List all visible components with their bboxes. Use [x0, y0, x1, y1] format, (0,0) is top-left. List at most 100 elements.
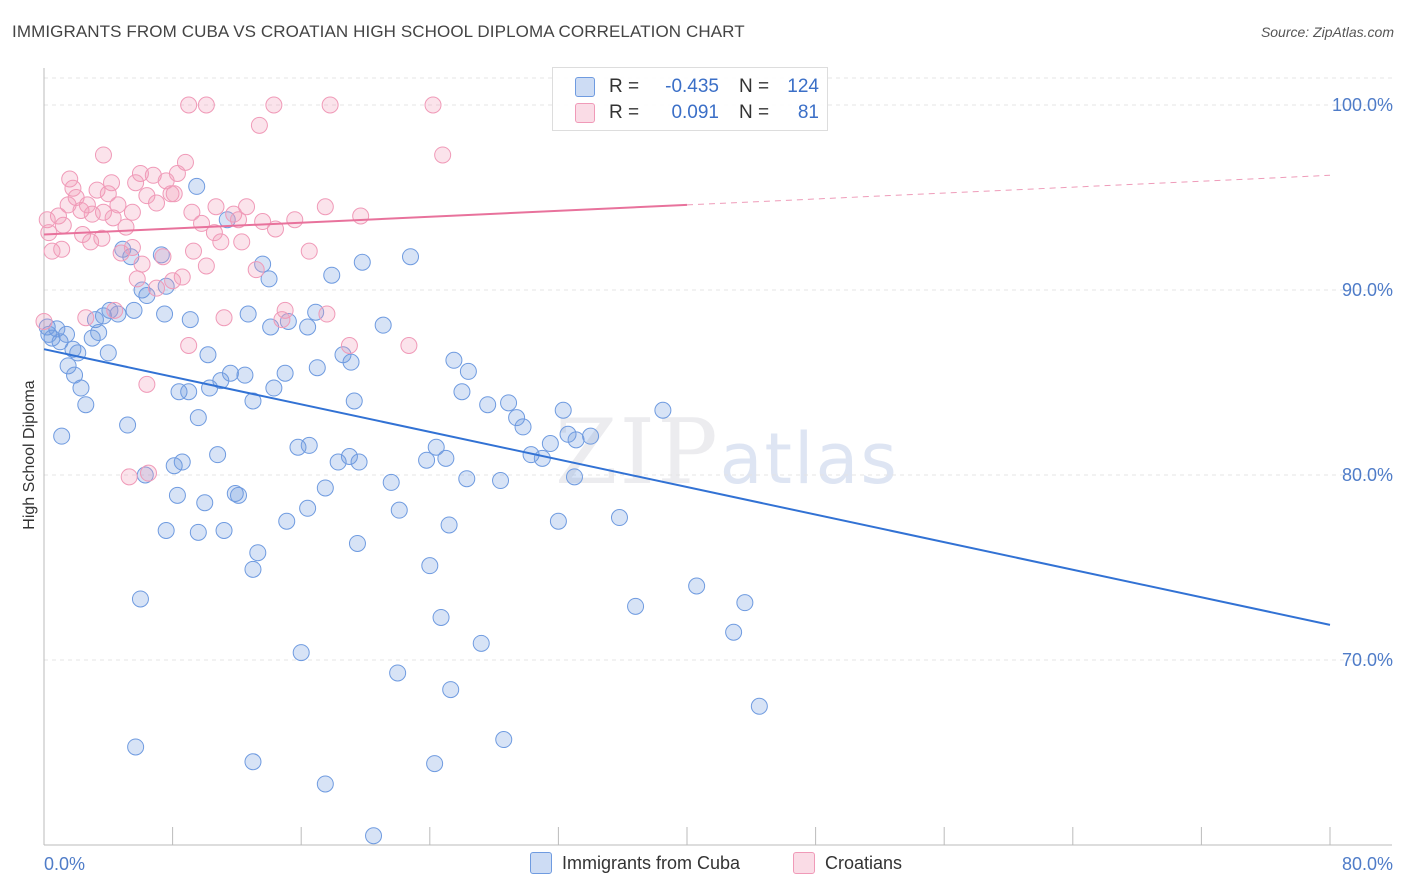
legend-item-croatians[interactable]: Croatians: [793, 852, 902, 874]
croatian-point: [197, 96, 215, 114]
cuba-point: [230, 486, 248, 504]
croatian-point: [93, 229, 111, 247]
cuba-point: [133, 281, 151, 299]
cuba-point: [750, 697, 768, 715]
cuba-point: [442, 681, 460, 699]
x-tick-label: 0.0%: [44, 854, 85, 874]
correlation-legend: R = -0.435 N = 124 R = 0.091 N = 81: [552, 67, 828, 131]
cuba-point: [458, 470, 476, 488]
legend-item-cuba[interactable]: Immigrants from Cuba: [530, 852, 740, 874]
cuba-point: [189, 409, 207, 427]
croatian-point: [276, 301, 294, 319]
croatian-point: [205, 224, 223, 242]
cuba-point: [201, 379, 219, 397]
cuba-point: [188, 177, 206, 195]
croatian-point: [112, 244, 130, 262]
cuba-point: [472, 634, 490, 652]
croatian-point: [78, 196, 96, 214]
series-legend: Immigrants from Cuba Croatians: [0, 852, 1406, 878]
cuba-point: [43, 329, 61, 347]
cuba-point: [279, 312, 297, 330]
y-tick-label: 70.0%: [1342, 650, 1393, 670]
cuba-point: [236, 366, 254, 384]
cuba-point: [244, 560, 262, 578]
cuba-point: [189, 523, 207, 541]
croatian-point: [215, 309, 233, 327]
croatian-point: [148, 194, 166, 212]
croatian-point: [180, 96, 198, 114]
croatian-point: [300, 242, 318, 260]
croatian-point: [104, 209, 122, 227]
legend-row-cuba: R = -0.435 N = 124: [575, 74, 819, 100]
cuba-point: [101, 301, 119, 319]
cuba-point: [479, 396, 497, 414]
cuba-point: [165, 457, 183, 475]
cuba-point: [514, 418, 532, 436]
croatian-point: [183, 203, 201, 221]
cuba-point: [365, 827, 383, 845]
cuba-point: [72, 379, 90, 397]
legend-n-value: 81: [797, 102, 819, 123]
cuba-point: [654, 401, 672, 419]
cuba-point: [221, 364, 239, 382]
legend-swatch-cuba: [530, 852, 552, 874]
cuba-point: [533, 449, 551, 467]
croatian-point: [225, 205, 243, 223]
cuba-point: [345, 392, 363, 410]
cuba-point: [736, 594, 754, 612]
croatian-point: [117, 218, 135, 236]
cuba-point: [157, 522, 175, 539]
croatian-point: [180, 337, 198, 354]
cuba-point: [244, 753, 262, 771]
croatian-point: [139, 464, 157, 482]
cuba-point: [459, 362, 477, 380]
croatian-point: [53, 240, 71, 258]
croatian-point: [286, 211, 304, 229]
croatian-point: [123, 203, 141, 221]
legend-n-value: 124: [787, 76, 819, 97]
cuba-point: [329, 453, 347, 471]
cuba-point: [610, 509, 628, 527]
croatian-point: [321, 96, 339, 114]
cuba-point: [554, 401, 572, 419]
cuba-point: [156, 305, 174, 323]
cuba-point: [382, 473, 400, 491]
cuba-point: [196, 494, 214, 512]
croatian-point: [109, 196, 127, 214]
cuba-point: [565, 468, 583, 486]
croatian-point: [144, 166, 162, 184]
croatian-point: [127, 174, 145, 192]
legend-n-label: N =: [739, 102, 770, 123]
y-tick-label: 90.0%: [1342, 280, 1393, 300]
cuba-point: [173, 453, 191, 471]
legend-label-croatians: Croatians: [825, 852, 903, 873]
croatian-point: [133, 255, 151, 273]
cuba-point: [432, 608, 450, 626]
croatian-point: [103, 174, 121, 192]
cuba-point: [421, 557, 439, 575]
y-tick-label: 80.0%: [1342, 465, 1393, 485]
croatian-point: [49, 207, 67, 225]
croatian-point: [40, 224, 58, 242]
cuba-point: [125, 301, 143, 319]
cuba-point: [688, 577, 706, 595]
cuba-point: [342, 353, 360, 371]
cuba-point: [48, 320, 66, 338]
cuba-point: [299, 318, 317, 336]
cuba-point: [278, 512, 296, 530]
croatian-point: [148, 279, 166, 297]
cuba-point: [180, 383, 198, 401]
cuba-point: [725, 623, 743, 641]
cuba-point: [316, 775, 334, 793]
cuba-point: [300, 436, 318, 454]
cuba-point: [209, 446, 227, 464]
cuba-point: [170, 383, 188, 401]
croatian-point: [316, 198, 334, 216]
cuba-point: [549, 512, 567, 530]
cuba-point: [492, 472, 510, 490]
croatian-point: [164, 272, 182, 290]
croatian-point: [184, 242, 202, 260]
cuba-point: [374, 316, 392, 334]
legend-r-label: R =: [609, 76, 640, 97]
